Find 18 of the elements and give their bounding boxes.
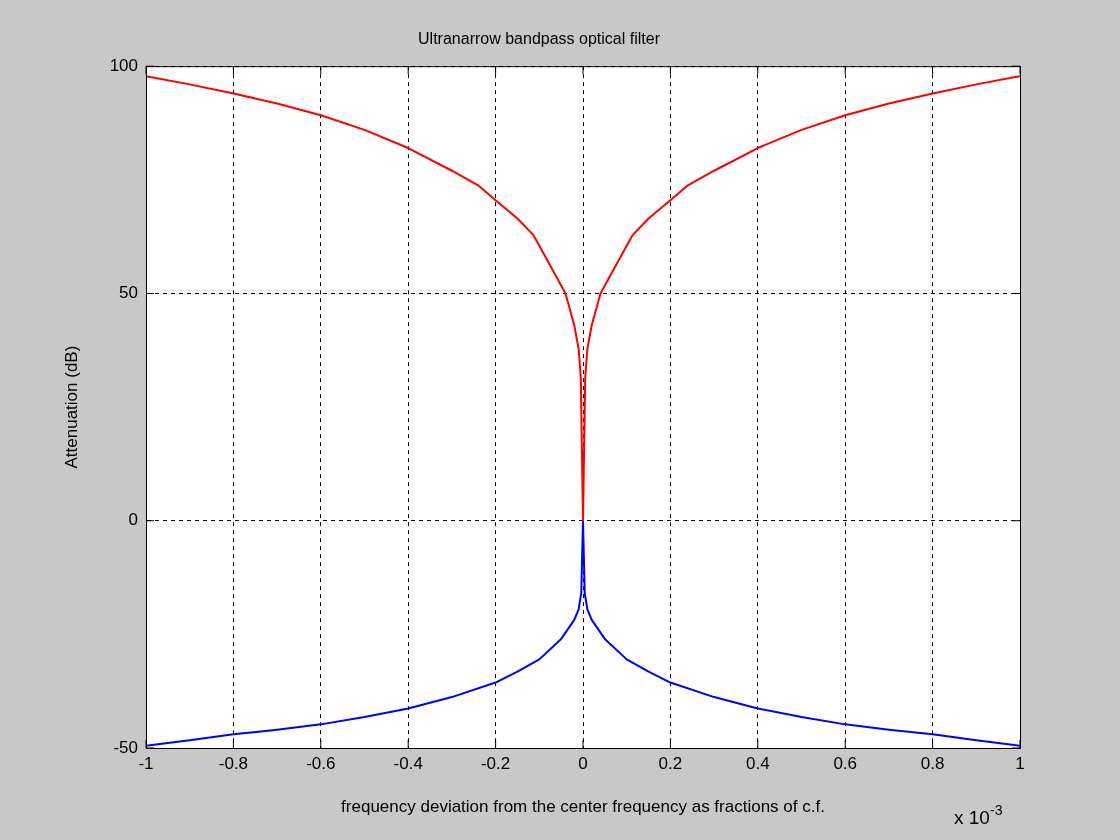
y-tick-label: -50 xyxy=(113,737,138,757)
y-axis-title: Attenuation (dB) xyxy=(61,345,81,469)
y-tick-label: 0 xyxy=(128,510,138,530)
x-tick-label: -1 xyxy=(138,753,154,773)
x-tick-label: 0.8 xyxy=(920,753,945,773)
x-tick-label: -0.8 xyxy=(218,753,249,773)
x-tick-label: -0.6 xyxy=(306,753,336,773)
y-tick-label: 50 xyxy=(119,283,138,303)
x-axis-title: frequency deviation from the center frequency as fractions of c.f. xyxy=(341,797,825,817)
chart-title: Ultranarrow bandpass optical filter xyxy=(418,30,661,48)
y-tick-label: 100 xyxy=(109,55,138,75)
x-tick-label: 0 xyxy=(578,753,588,773)
x-tick-label: -0.4 xyxy=(393,753,423,773)
x-tick-label: 0.2 xyxy=(658,753,683,773)
x-tick-label: -0.2 xyxy=(480,753,511,773)
x-tick-label: 1 xyxy=(1015,753,1025,773)
x-tick-label: 0.4 xyxy=(745,753,770,773)
x-tick-label: 0.6 xyxy=(833,753,858,773)
